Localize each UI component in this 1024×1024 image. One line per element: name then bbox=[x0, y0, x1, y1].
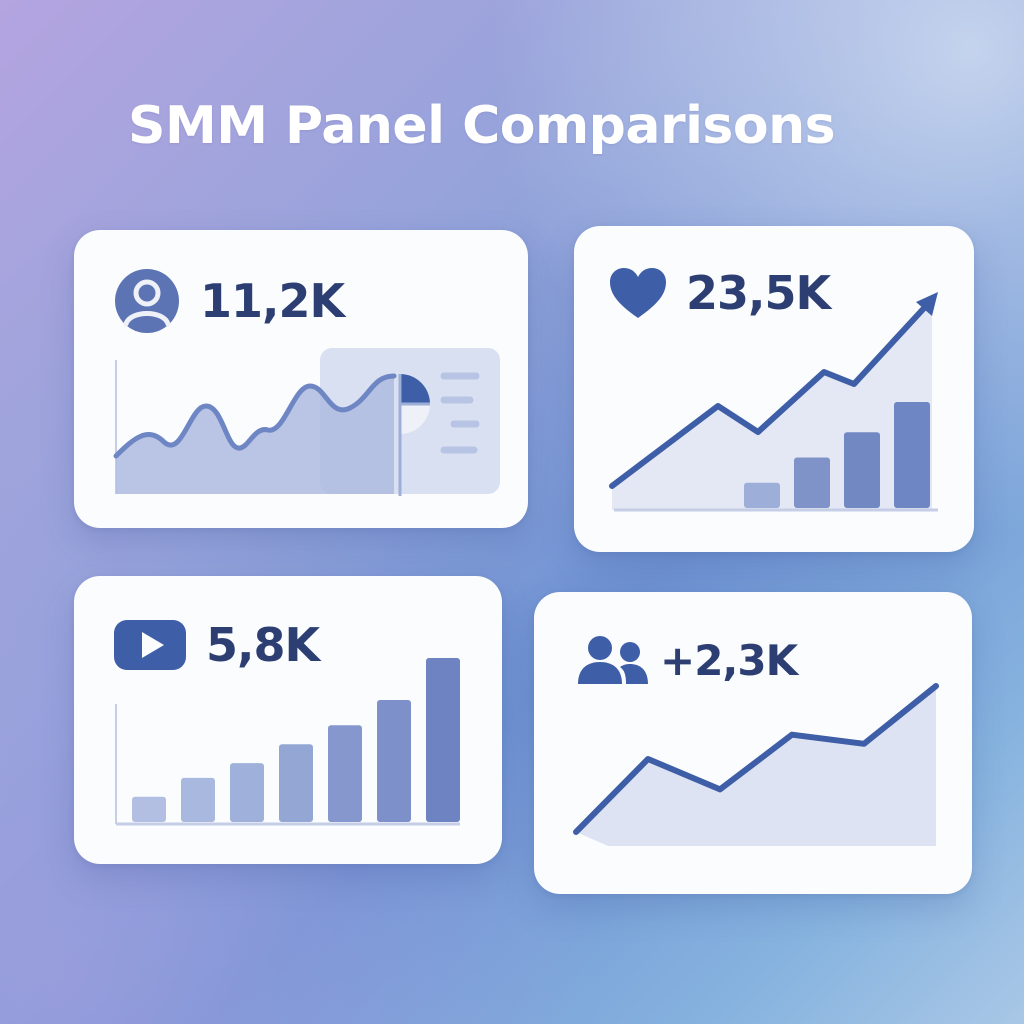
legend-lines bbox=[440, 372, 480, 454]
bar-1 bbox=[132, 796, 166, 822]
page-title: SMM Panel Comparisons bbox=[128, 96, 836, 156]
card-followers[interactable]: +2,3K bbox=[534, 592, 972, 894]
wave-line bbox=[113, 373, 397, 459]
pie-chart-widget bbox=[398, 374, 430, 496]
heart-icon bbox=[610, 268, 666, 318]
metric-value: 11,2K bbox=[200, 274, 345, 328]
users-group-icon bbox=[578, 636, 648, 684]
bar-2 bbox=[181, 777, 215, 822]
card-profile-views[interactable]: 11,2K bbox=[74, 230, 528, 528]
card-likes[interactable]: 23,5K bbox=[574, 226, 974, 552]
bar-6 bbox=[377, 700, 411, 822]
bar-3 bbox=[230, 763, 264, 822]
trend-line bbox=[573, 683, 939, 835]
user-profile-icon bbox=[115, 269, 179, 333]
bar-4 bbox=[279, 744, 313, 822]
bar-1 bbox=[744, 482, 780, 508]
metric-value: +2,3K bbox=[660, 635, 798, 685]
bar-group bbox=[744, 402, 930, 508]
bar-4 bbox=[894, 402, 930, 508]
bar-5 bbox=[328, 725, 362, 822]
bar-3 bbox=[844, 432, 880, 508]
rising-bar-chart bbox=[115, 658, 460, 826]
arrow-head-icon bbox=[916, 292, 938, 316]
rising-line-area-chart bbox=[573, 683, 939, 846]
bar-line-chart bbox=[609, 292, 938, 512]
trend-line bbox=[609, 303, 929, 489]
trend-area bbox=[576, 686, 936, 846]
metric-value: 23,5K bbox=[686, 266, 831, 320]
bar-group bbox=[132, 658, 460, 822]
bar-7 bbox=[426, 658, 460, 822]
area-wave-chart bbox=[113, 348, 500, 496]
bar-2 bbox=[794, 457, 830, 508]
card-video-views[interactable]: 5,8K bbox=[74, 576, 502, 864]
metric-value: 5,8K bbox=[206, 618, 320, 672]
video-play-icon bbox=[114, 620, 186, 670]
trend-area bbox=[612, 302, 932, 510]
